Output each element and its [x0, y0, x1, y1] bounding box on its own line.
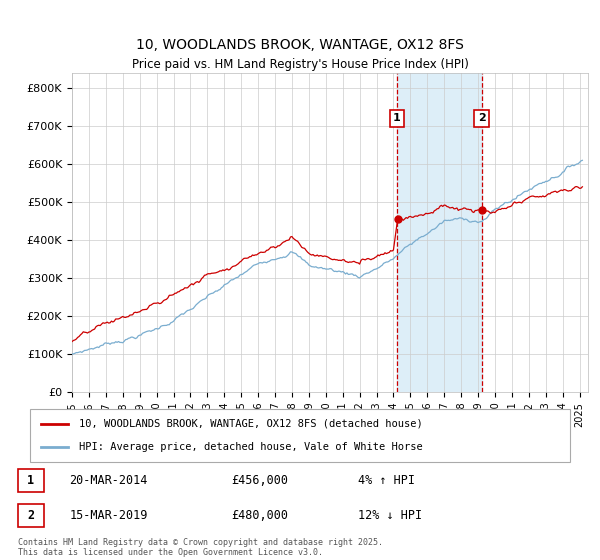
Text: 10, WOODLANDS BROOK, WANTAGE, OX12 8FS (detached house): 10, WOODLANDS BROOK, WANTAGE, OX12 8FS (… — [79, 419, 422, 429]
Text: HPI: Average price, detached house, Vale of White Horse: HPI: Average price, detached house, Vale… — [79, 442, 422, 452]
FancyBboxPatch shape — [18, 469, 44, 492]
Text: 12% ↓ HPI: 12% ↓ HPI — [358, 509, 422, 522]
Text: 15-MAR-2019: 15-MAR-2019 — [70, 509, 148, 522]
Text: 1: 1 — [27, 474, 34, 487]
FancyBboxPatch shape — [30, 409, 570, 462]
Text: Price paid vs. HM Land Registry's House Price Index (HPI): Price paid vs. HM Land Registry's House … — [131, 58, 469, 71]
Text: 2: 2 — [478, 114, 485, 123]
Text: Contains HM Land Registry data © Crown copyright and database right 2025.
This d: Contains HM Land Registry data © Crown c… — [18, 538, 383, 557]
Text: 1: 1 — [393, 114, 401, 123]
Text: £480,000: £480,000 — [231, 509, 288, 522]
Bar — [397, 73, 482, 392]
Text: 2: 2 — [27, 509, 34, 522]
Text: 10, WOODLANDS BROOK, WANTAGE, OX12 8FS: 10, WOODLANDS BROOK, WANTAGE, OX12 8FS — [136, 38, 464, 52]
Text: £456,000: £456,000 — [231, 474, 288, 487]
Text: 4% ↑ HPI: 4% ↑ HPI — [358, 474, 415, 487]
FancyBboxPatch shape — [18, 504, 44, 528]
Text: 20-MAR-2014: 20-MAR-2014 — [70, 474, 148, 487]
